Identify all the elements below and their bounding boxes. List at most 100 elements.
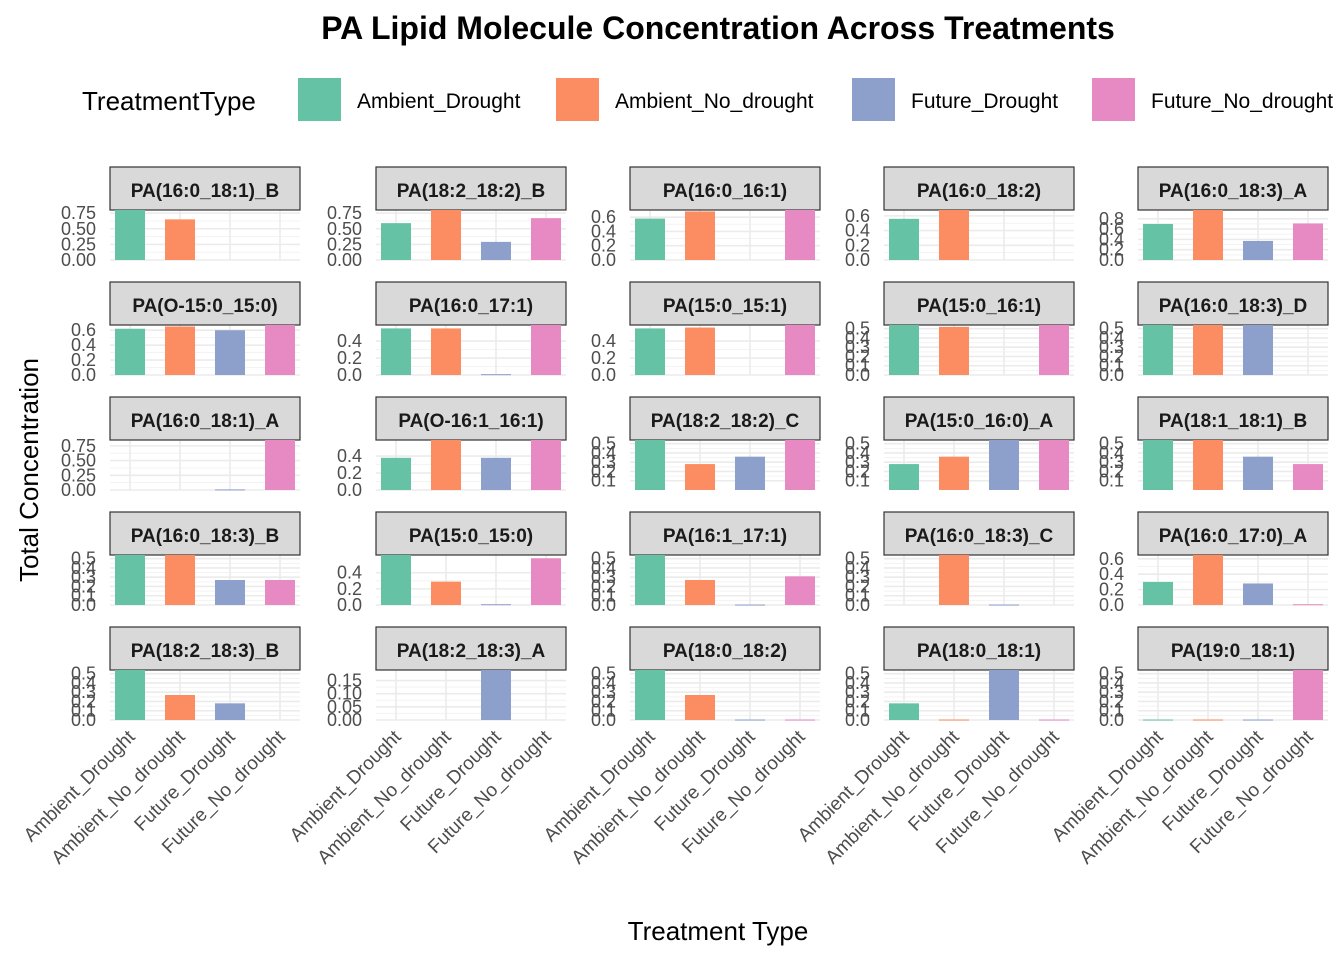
y-tick-label: 0.2 (71, 350, 96, 370)
y-tick-label: 0.0 (1099, 710, 1124, 730)
facet-strip (375, 396, 567, 441)
y-tick-label: 0.6 (1099, 549, 1124, 569)
bar-future-no-drought (1039, 440, 1069, 490)
y-tick-label: 0.4 (1099, 564, 1124, 584)
y-tick-label: 0.50 (61, 219, 96, 239)
y-tick-label: 0.5 (845, 319, 870, 339)
y-tick-label: 0.2 (1099, 240, 1124, 260)
facet-strip (1137, 166, 1329, 211)
bar-ambient-drought (115, 328, 145, 375)
legend-label-future-drought: Future_Drought (911, 90, 1058, 113)
bar-ambient-no-drought (165, 326, 195, 375)
bar-ambient-drought (381, 555, 411, 605)
y-tick-label: 0.3 (845, 337, 870, 357)
panel-pa-16-0-18-3-c: PA(16:0_18:3)_C 0.00.10.20.30.40.5 (845, 511, 1075, 615)
bar-ambient-drought (381, 223, 411, 260)
panel-pa-15-0-16-1: PA(15:0_16:1) 0.00.10.20.30.40.5 (845, 281, 1075, 385)
legend-swatch-future-no-drought (1092, 78, 1135, 121)
y-tick-label: 0.4 (1099, 229, 1124, 249)
y-tick-label: 0.75 (61, 436, 96, 456)
facet-strip (883, 166, 1075, 211)
bar-ambient-no-drought (939, 456, 969, 490)
y-tick-label: 0.5 (1099, 319, 1124, 339)
bar-future-drought (735, 604, 765, 606)
facet-strip-label: PA(15:0_15:0) (409, 526, 533, 547)
bar-ambient-no-drought (431, 440, 461, 490)
panel-pa-19-0-18-1: PA(19:0_18:1) 0.00.10.20.30.40.5 (1099, 626, 1329, 730)
y-tick-label: 0.00 (327, 250, 362, 270)
bar-future-drought (1243, 325, 1273, 375)
y-tick-label: 0.00 (61, 480, 96, 500)
y-tick-label: 0.4 (337, 563, 362, 583)
y-tick-label: 0.4 (1099, 328, 1124, 348)
facet-strip-label: PA(16:1_17:1) (663, 526, 787, 547)
bar-ambient-no-drought (431, 581, 461, 605)
y-tick-label: 0.0 (845, 250, 870, 270)
y-tick-label: 0.4 (845, 221, 870, 241)
facet-strip-label: PA(O-15:0_15:0) (132, 296, 277, 317)
y-tick-label: 0.1 (845, 701, 870, 721)
bar-future-drought (1243, 583, 1273, 605)
bar-future-no-drought (1293, 604, 1323, 606)
bar-future-drought (481, 241, 511, 260)
legend: TreatmentType Ambient_Drought Ambient_No_… (82, 78, 1333, 121)
bar-future-drought (481, 457, 511, 490)
y-tick-label: 0.2 (1099, 461, 1124, 481)
y-tick-label: 0.1 (845, 586, 870, 606)
x-tick-labels: Ambient_DroughtAmbient_No_droughtFuture_… (20, 726, 1318, 868)
y-tick-label: 0.6 (1099, 219, 1124, 239)
bar-future-drought (1243, 240, 1273, 260)
y-tick-label: 0.25 (61, 234, 96, 254)
legend-swatch-future-drought (852, 78, 895, 121)
y-tick-label: 0.0 (71, 595, 96, 615)
facet-strip (375, 626, 567, 671)
y-tick-label: 0.1 (71, 586, 96, 606)
y-tick-label: 0.2 (71, 576, 96, 596)
bar-ambient-no-drought (1193, 325, 1223, 375)
bar-ambient-no-drought (685, 695, 715, 720)
bar-ambient-no-drought (1193, 440, 1223, 490)
bar-future-no-drought (531, 440, 561, 490)
y-tick-label: 0.2 (591, 461, 616, 481)
panel-pa-18-0-18-1: PA(18:0_18:1) 0.00.10.20.30.40.5 (845, 626, 1075, 730)
y-tick-label: 0.0 (591, 710, 616, 730)
bar-future-no-drought (1293, 670, 1323, 720)
bar-ambient-drought (1143, 719, 1173, 721)
facet-panels: PA(16:0_18:1)_B0.000.250.500.75PA(18:2_1… (61, 166, 1329, 730)
y-tick-label: 0.00 (327, 710, 362, 730)
panel-pa-16-0-16-1: PA(16:0_16:1) 0.00.20.40.6 (591, 166, 821, 270)
y-tick-label: 0.10 (327, 684, 362, 704)
y-tick-label: 0.2 (591, 691, 616, 711)
bar-future-no-drought (785, 325, 815, 375)
panel-pa-16-0-18-3-a: PA(16:0_18:3)_A 0.00.20.40.60.8 (1099, 166, 1329, 270)
y-tick-label: 0.3 (1099, 452, 1124, 472)
x-axis-label: Treatment Type (628, 916, 809, 946)
y-tick-label: 0.2 (845, 346, 870, 366)
y-tick-label: 0.1 (591, 471, 616, 491)
bar-ambient-no-drought (1193, 210, 1223, 260)
y-tick-label: 0.4 (1099, 673, 1124, 693)
facet-strip (883, 396, 1075, 441)
bar-ambient-no-drought (165, 219, 195, 260)
bar-future-no-drought (785, 719, 815, 721)
facet-strip (883, 626, 1075, 671)
facet-strip-label: PA(18:2_18:2)_C (651, 411, 800, 432)
facet-strip (883, 281, 1075, 326)
bar-future-drought (989, 670, 1019, 720)
bar-ambient-no-drought (685, 464, 715, 490)
panel-pa-18-2-18-3-b: PA(18:2_18:3)_B 0.00.10.20.30.40.5 (71, 626, 301, 730)
facet-strip-label: PA(16:0_18:3)_D (1159, 296, 1308, 317)
bar-ambient-no-drought (1193, 555, 1223, 605)
y-tick-label: 0.5 (591, 549, 616, 569)
y-tick-label: 0.1 (845, 356, 870, 376)
bar-future-no-drought (1039, 325, 1069, 375)
y-tick-label: 0.6 (591, 207, 616, 227)
y-tick-label: 0.1 (1099, 471, 1124, 491)
panel-pa-15-0-15-1: PA(15:0_15:1) 0.00.20.4 (591, 281, 821, 385)
panel-pa-16-0-18-3-b: PA(16:0_18:3)_B 0.00.10.20.30.40.5 (71, 511, 301, 615)
bar-future-no-drought (531, 218, 561, 260)
bar-ambient-drought (381, 457, 411, 490)
y-tick-label: 0.0 (845, 365, 870, 385)
